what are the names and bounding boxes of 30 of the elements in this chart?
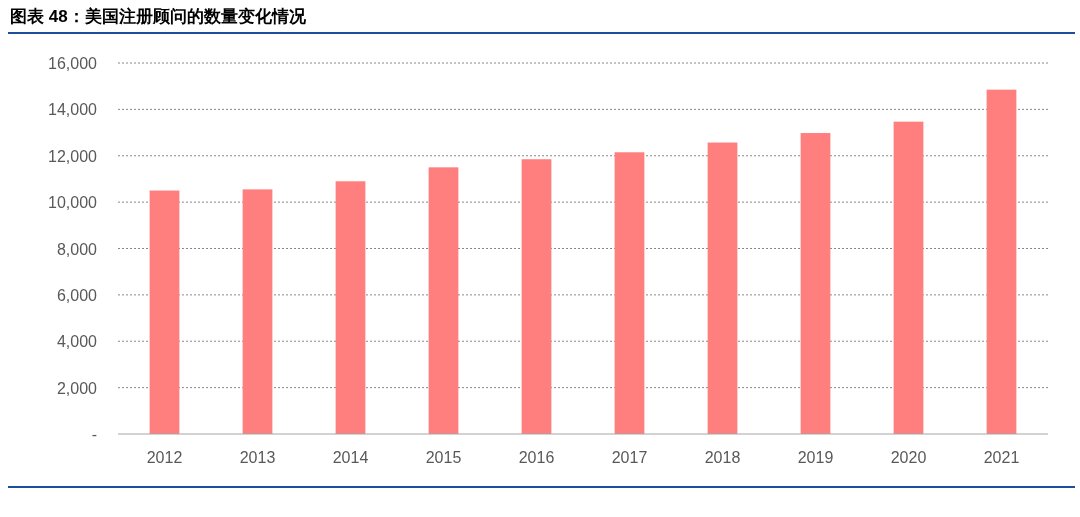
bar [893, 121, 924, 434]
y-tick-label: 4,000 [56, 333, 98, 351]
y-tick-label: 12,000 [48, 147, 98, 165]
x-tick-label: 2019 [797, 449, 834, 466]
bar [614, 152, 645, 434]
x-tick-label: 2020 [890, 449, 927, 466]
x-tick-label: 2017 [611, 449, 648, 466]
bar [521, 159, 552, 434]
y-tick-label: 16,000 [48, 55, 98, 72]
bar [335, 181, 366, 434]
bar [428, 167, 459, 434]
x-tick-label: 2018 [704, 449, 741, 466]
bar [242, 189, 273, 434]
x-tick-label: 2016 [518, 449, 555, 466]
bar [800, 133, 831, 434]
x-tick-label: 2013 [239, 449, 276, 466]
chart-title: 图表 48：美国注册顾问的数量变化情况 [10, 7, 307, 26]
x-tick-label: 2012 [146, 449, 183, 466]
y-tick-label: 6,000 [56, 286, 98, 304]
x-tick-label: 2015 [425, 449, 462, 466]
bar [707, 142, 738, 434]
y-tick-label: 14,000 [48, 101, 98, 119]
x-tick-label: 2014 [332, 449, 369, 466]
bar [986, 89, 1017, 434]
y-tick-label: 8,000 [56, 240, 98, 258]
y-tick-label: 10,000 [48, 194, 98, 212]
bar [149, 190, 180, 434]
y-tick-label: 2,000 [56, 379, 98, 397]
x-tick-label: 2021 [983, 449, 1020, 466]
y-tick-label: - [91, 426, 97, 443]
